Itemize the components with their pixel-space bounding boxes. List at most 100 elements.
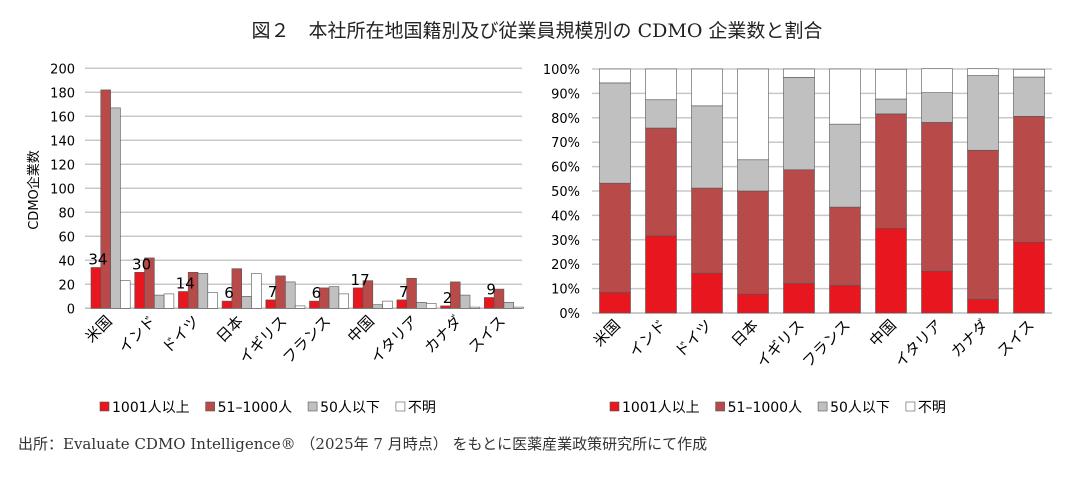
x-tick-label: イギリス (235, 312, 290, 367)
legend-label: 51–1000人 (218, 400, 292, 416)
stacked-bar-50人以下-インド (645, 99, 677, 129)
data-label: 17 (351, 271, 370, 289)
x-tick-label: 米国 (590, 316, 624, 350)
stacked-bar-1001人以上-スイス (1013, 241, 1045, 314)
x-tick-label: インド (625, 316, 670, 361)
stacked-bar-不明-米国 (599, 68, 631, 84)
y-tick-label: 50% (551, 185, 580, 200)
stacked-bar-51–1000人-中国 (875, 113, 907, 229)
bar-1001人以上-フランス (309, 300, 320, 309)
bar-1001人以上-イギリス (265, 299, 276, 309)
bar-50人以下-中国 (372, 304, 383, 309)
x-tick-label: カナダ (947, 316, 992, 361)
bar-51–1000人-インド (144, 257, 155, 309)
stacked-bar-50人以下-米国 (599, 82, 631, 184)
stacked-bar-50人以下-スイス (1013, 76, 1045, 117)
bar-不明-イギリス (294, 305, 306, 309)
bar-1001人以上-インド (134, 271, 145, 309)
stacked-bar-不明-日本 (737, 68, 769, 161)
x-tick-label: イタリア (367, 312, 422, 367)
source-caption: 出所：Evaluate CDMO Intelligence® （2025年 7 … (18, 435, 708, 453)
bar-1001人以上-イタリア (396, 299, 407, 309)
stacked-bar-51–1000人-イタリア (921, 122, 953, 272)
stacked-bar-51–1000人-フランス (829, 206, 861, 286)
y-tick-label: 10% (551, 283, 580, 298)
legend-label: 50人以下 (320, 400, 380, 416)
y-tick-label: 80% (551, 112, 580, 127)
bar-1001人以上-中国 (352, 287, 364, 309)
x-tick-label: フランス (279, 312, 334, 367)
y-tick-label: 0% (559, 307, 580, 322)
y-tick-label: 140 (50, 134, 75, 149)
y-tick-label: 20 (58, 278, 75, 293)
data-label: 30 (132, 255, 151, 273)
data-label: 6 (224, 284, 234, 302)
bar-51–1000人-米国 (100, 89, 111, 309)
stacked-bar-1001人以上-米国 (599, 292, 631, 314)
bar-1001人以上-ドイツ (178, 291, 189, 309)
stacked-bar-不明-イギリス (783, 68, 815, 78)
y-tick-label: 100% (543, 63, 580, 78)
y-tick-label: 200 (50, 62, 75, 77)
stacked-bar-51–1000人-イギリス (783, 169, 815, 284)
bar-50人以下-フランス (328, 286, 340, 309)
stacked-bar-1001人以上-インド (645, 235, 677, 314)
stacked-bar-50人以下-カナダ (967, 75, 999, 151)
bar-50人以下-ドイツ (197, 273, 209, 309)
legend-label: 不明 (408, 400, 436, 416)
stacked-bar-50人以下-イギリス (783, 76, 815, 171)
x-tick-label: イギリス (753, 316, 808, 371)
legend-swatch (905, 401, 916, 412)
stacked-bar-不明-カナダ (967, 68, 999, 76)
legend-swatch (817, 401, 828, 412)
legend-swatch (205, 401, 215, 412)
stacked-bar-50人以下-イタリア (921, 92, 953, 123)
y-axis-label: CDMO企業数 (26, 150, 42, 230)
stacked-bar-1001人以上-中国 (875, 228, 907, 314)
data-label: 14 (176, 275, 195, 293)
x-tick-label: 中国 (344, 312, 378, 346)
stacked-bar-不明-中国 (875, 68, 907, 100)
x-tick-label: 日本 (728, 316, 762, 350)
stacked-bar-1001人以上-日本 (737, 293, 769, 314)
data-label: 7 (399, 283, 409, 301)
legend-label: 1001人以上 (622, 400, 700, 416)
legend-label: 不明 (918, 400, 946, 416)
stacked-bar-51–1000人-カナダ (967, 149, 999, 300)
bar-50人以下-インド (154, 294, 165, 309)
figure-title: 図２ 本社所在地国籍別及び従業員規模別の CDMO 企業数と割合 (251, 20, 823, 42)
stacked-bar-不明-インド (645, 68, 677, 101)
data-label: 6 (312, 284, 322, 302)
stacked-bar-51–1000人-日本 (737, 190, 769, 295)
bar-1001人以上-米国 (90, 267, 102, 309)
stacked-bar-51–1000人-インド (645, 127, 677, 237)
bar-50人以下-イタリア (416, 301, 427, 309)
stacked-bar-1001人以上-イタリア (921, 270, 953, 314)
stacked-bar-51–1000人-ドイツ (691, 187, 723, 274)
data-label: 2 (443, 289, 453, 307)
stacked-bar-50人以下-フランス (829, 123, 861, 208)
legend-swatch (609, 401, 620, 412)
x-tick-label: イタリア (891, 316, 946, 371)
y-tick-label: 100 (50, 182, 75, 197)
y-tick-label: 40% (551, 209, 580, 224)
bar-51–1000人-中国 (362, 280, 374, 309)
bar-不明-インド (163, 293, 175, 309)
stacked-bar-不明-フランス (829, 68, 861, 125)
stacked-bar-51–1000人-スイス (1013, 116, 1045, 243)
y-tick-label: 20% (551, 258, 580, 273)
bar-50人以下-イギリス (285, 281, 296, 309)
bar-不明-ドイツ (207, 292, 218, 309)
stacked-bar-51–1000人-米国 (599, 182, 631, 293)
bar-1001人以上-スイス (483, 297, 495, 309)
stacked-bar-1001人以上-ドイツ (691, 272, 723, 314)
x-tick-label: 米国 (82, 312, 116, 346)
legend-swatch (715, 401, 725, 412)
stacked-bar-不明-スイス (1013, 68, 1045, 78)
stacked-bar-50人以下-日本 (737, 159, 769, 192)
x-tick-label: インド (115, 312, 160, 357)
bar-不明-中国 (382, 300, 393, 309)
bar-50人以下-カナダ (459, 294, 471, 309)
y-tick-label: 40 (58, 254, 75, 269)
